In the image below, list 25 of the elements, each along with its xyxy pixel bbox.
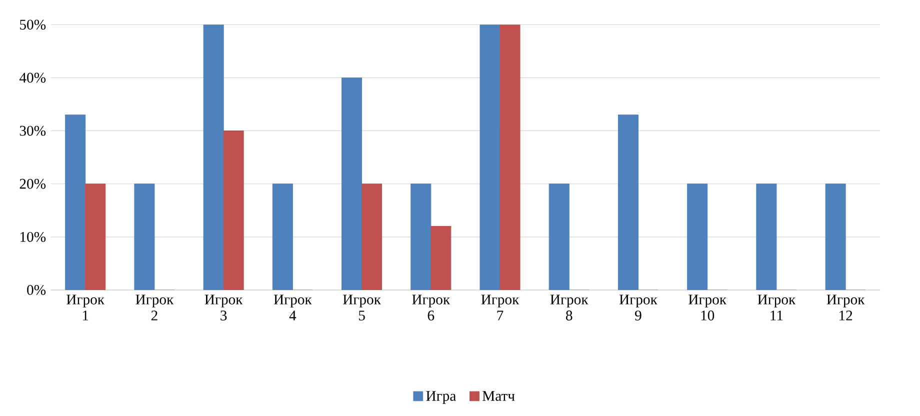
legend-label: Матч	[482, 391, 515, 401]
y-tick-label: 40%	[19, 72, 46, 83]
bar	[223, 130, 244, 290]
bar	[362, 184, 382, 290]
x-tick-label: Игрок 9	[619, 294, 658, 320]
x-tick-label: Игрок 1	[66, 294, 105, 320]
x-tick-label: Игрок 2	[136, 294, 174, 320]
legend-label: Игра	[426, 391, 456, 404]
x-tick-label: Игрок 3	[204, 294, 243, 320]
x-tick-label: Игрок 5	[343, 294, 381, 320]
x-tick-label: Игрок 8	[550, 294, 588, 320]
x-tick-label: Игрок 11	[758, 294, 796, 320]
y-tick-label: 30%	[20, 126, 46, 136]
x-tick-label: Игрок 4	[274, 294, 312, 320]
x-tick-label: Игрок 10	[688, 294, 727, 320]
bar	[430, 226, 452, 290]
x-tick-label: Игрок 6	[412, 294, 450, 320]
bar	[85, 184, 106, 290]
bar	[500, 24, 520, 290]
x-tick-label: Игрок 7	[481, 294, 520, 320]
y-tick-label: 50%	[20, 20, 46, 30]
y-tick-label: 20%	[20, 178, 46, 189]
y-tick-label: 0%	[27, 285, 46, 295]
x-tick-label: Игрок 12	[826, 294, 865, 320]
y-tick-label: 10%	[20, 232, 46, 242]
